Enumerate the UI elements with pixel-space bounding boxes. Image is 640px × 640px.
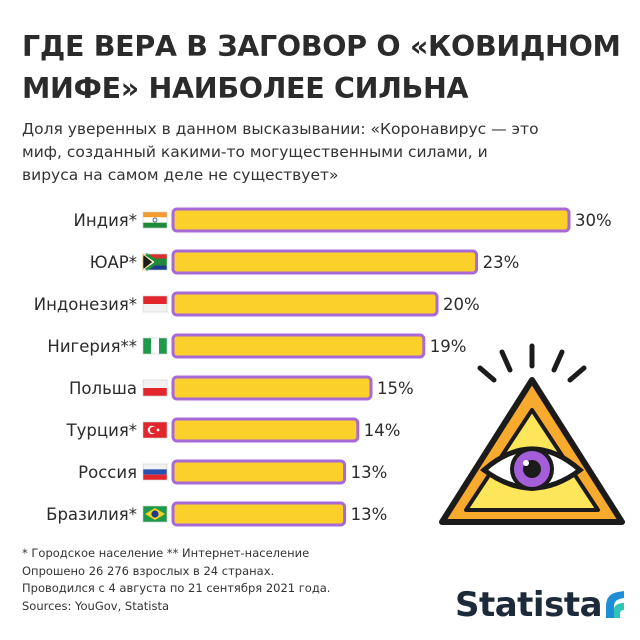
- bar: [171, 417, 360, 443]
- chart-title: ГДЕ ВЕРА В ЗАГОВОР О «КОВИДНОМ МИФЕ» НАИ…: [22, 26, 622, 110]
- footnote-population: * Городское население ** Интернет-населе…: [22, 546, 310, 560]
- indonesia-flag-icon: [142, 295, 168, 313]
- title-line-1: ГДЕ ВЕРА В ЗАГОВОР О «КОВИДНОМ: [22, 30, 621, 63]
- bar: [171, 333, 426, 359]
- statista-wordmark: Statista: [455, 585, 603, 625]
- category-label: Индонезия*: [34, 295, 137, 314]
- statista-logo: Statista: [455, 580, 626, 630]
- value-label: 13%: [351, 463, 388, 482]
- category-label: ЮАР*: [90, 253, 137, 272]
- nigeria-flag-icon: [142, 337, 168, 355]
- statista-logo-icon: [606, 591, 625, 618]
- bar: [171, 501, 347, 527]
- south-africa-flag-icon: [142, 252, 168, 272]
- category-label: Индия*: [74, 211, 137, 230]
- subtitle-line-2: миф, созданный какими-то могущественными…: [22, 143, 488, 161]
- category-label: Россия: [78, 463, 137, 482]
- category-label: Бразилия*: [46, 505, 137, 524]
- bar: [171, 459, 347, 485]
- footnote-period: Проводился с 4 августа по 21 сентября 20…: [22, 581, 331, 595]
- value-label: 30%: [575, 211, 612, 230]
- category-label: Турция*: [66, 421, 137, 440]
- subtitle-line-1: Доля уверенных в данном высказывании: «К…: [22, 120, 539, 138]
- india-flag-icon: [142, 211, 168, 229]
- footnote-sources: Sources: YouGov, Statista: [22, 598, 170, 613]
- poland-flag-icon: [142, 379, 168, 397]
- russia-flag-icon: [142, 463, 168, 481]
- value-label: 19%: [430, 337, 467, 356]
- bar: [171, 291, 439, 317]
- value-label: 15%: [377, 379, 414, 398]
- value-label: 23%: [483, 253, 520, 272]
- title-line-2: МИФЕ» НАИБОЛЕЕ СИЛЬНА: [22, 72, 469, 105]
- bar: [171, 207, 571, 233]
- footnote-sample: Опрошено 26 276 взрослых в 24 странах.: [22, 563, 275, 578]
- chart-subtitle: Доля уверенных в данном высказывании: «К…: [22, 118, 622, 187]
- turkey-flag-icon: [142, 421, 168, 439]
- footer-notes: * Городское население ** Интернет-населе…: [22, 545, 442, 615]
- bar-chart: Индия* 30% ЮАР* 23% Индонезия* 20% Нигерия** 19…: [34, 207, 612, 527]
- value-label: 13%: [351, 505, 388, 524]
- brazil-flag-icon: [142, 505, 168, 523]
- bar: [171, 375, 373, 401]
- value-label: 20%: [443, 295, 480, 314]
- category-label: Польша: [69, 379, 137, 398]
- all-seeing-eye-icon: [439, 343, 625, 525]
- subtitle-line-3: вируса на самом деле не существует»: [22, 166, 339, 184]
- category-label: Нигерия**: [47, 337, 137, 356]
- bar: [171, 249, 479, 275]
- value-label: 14%: [364, 421, 401, 440]
